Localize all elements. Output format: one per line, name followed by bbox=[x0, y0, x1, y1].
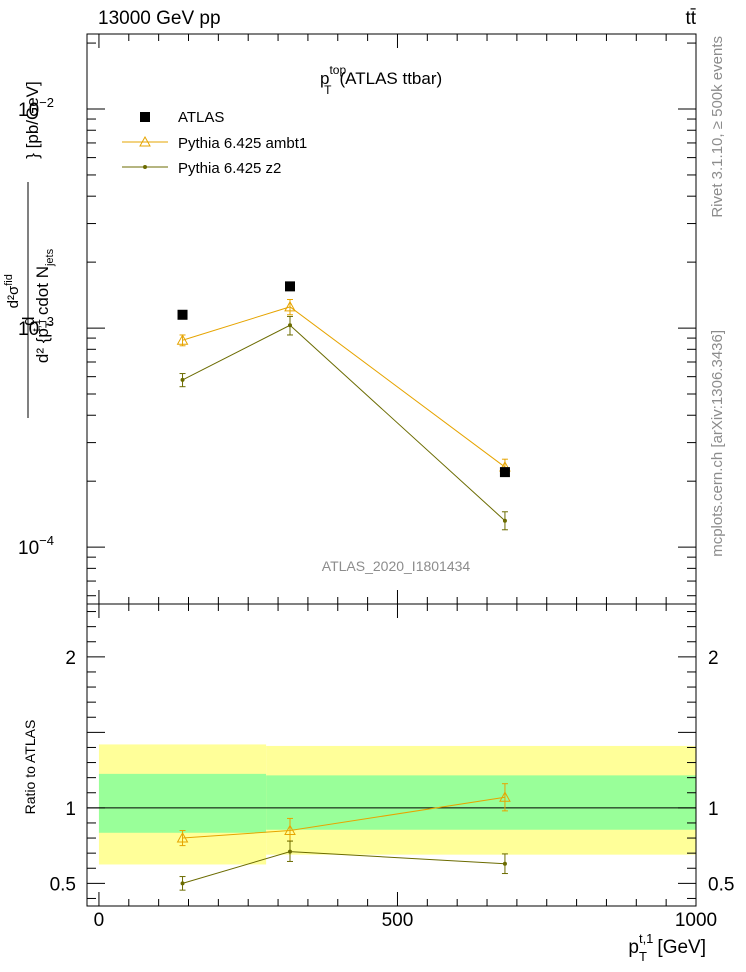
main-z2-line bbox=[182, 324, 506, 522]
ratio-y-tick-label-right: 0.5 bbox=[708, 874, 734, 895]
analysis-watermark: ATLAS_2020_I1801434 bbox=[322, 558, 471, 574]
main-atlas-point bbox=[499, 467, 510, 478]
main-ambt1-point bbox=[176, 334, 189, 345]
rivet-label: Rivet 3.1.10, ≥ 500k events bbox=[709, 36, 726, 218]
main-data bbox=[176, 281, 511, 531]
plot-title: ptop T(ATLAS ttbar) bbox=[320, 63, 442, 97]
ratio-z2-point bbox=[288, 849, 292, 854]
main-atlas-point bbox=[285, 281, 295, 292]
svg-text:d² {pTt,1cdot Njets: d² {pTt,1cdot Njets bbox=[31, 248, 56, 363]
main-y-tick-label: 10−2 bbox=[18, 95, 54, 121]
ratio-y-axis-label: Ratio to ATLAS bbox=[22, 720, 38, 815]
ratio-z2-point bbox=[180, 881, 185, 886]
legend-label-atlas: ATLAS bbox=[178, 109, 224, 126]
header-left: 13000 GeV pp bbox=[98, 8, 221, 29]
ratio-bands bbox=[87, 744, 696, 865]
svg-text:} [pb/GeV]: } [pb/GeV] bbox=[23, 81, 42, 159]
ratio-y-tick-label: 2 bbox=[65, 648, 76, 669]
ratio-ambt1-point bbox=[284, 824, 296, 835]
legend-label-ambt1: Pythia 6.425 ambt1 bbox=[178, 135, 307, 152]
main-y-axis-label: dd²σfid d² {pTt,1cdot Njets } [pb/GeV] bbox=[3, 81, 56, 418]
main-ambt1-line bbox=[182, 306, 506, 468]
main-z2-point bbox=[180, 377, 185, 382]
main-z2-point bbox=[502, 518, 507, 523]
legend-label-z2: Pythia 6.425 z2 bbox=[178, 160, 281, 177]
legend-marker-z2 bbox=[143, 165, 147, 169]
legend-marker-atlas bbox=[140, 112, 150, 122]
x-tick-label: 1000 bbox=[675, 910, 717, 931]
ratio-frame bbox=[86, 603, 697, 907]
ratio-ambt1-point bbox=[176, 832, 189, 843]
ratio-y-tick-label: 1 bbox=[65, 799, 76, 820]
main-z2-point bbox=[288, 323, 292, 328]
ratio-band-inner bbox=[266, 775, 696, 830]
ratio-band-inner bbox=[98, 773, 267, 833]
ratio-data bbox=[176, 783, 511, 891]
ratio-ambt1-point bbox=[499, 791, 511, 802]
main-axes: 10−2 10−3 10−4 bbox=[18, 33, 697, 605]
x-axis-label: pTt,1 [GeV] bbox=[628, 931, 706, 964]
main-atlas-point bbox=[177, 309, 188, 320]
legend: ATLAS Pythia 6.425 ambt1 Pythia 6.425 z2 bbox=[122, 109, 307, 177]
ratio-y-tick-label-right: 2 bbox=[708, 648, 719, 669]
mcplots-label: mcplots.cern.ch [arXiv:1306.3436] bbox=[709, 330, 726, 557]
x-tick-label: 500 bbox=[382, 910, 414, 931]
ratio-y-tick-label-right: 1 bbox=[708, 799, 719, 820]
header-right: tt̄ bbox=[685, 8, 696, 29]
legend-marker-ambt1 bbox=[139, 135, 151, 147]
main-y-tick-label: 10−3 bbox=[18, 314, 54, 340]
ratio-y-tick-label: 0.5 bbox=[50, 874, 76, 895]
ratio-z2-point bbox=[502, 861, 507, 866]
main-y-tick-label: 10−4 bbox=[18, 533, 54, 559]
main-ambt1-point bbox=[284, 300, 296, 312]
ratio-axes: 0 500 1000 0.5 0.5 1 1 2 2 bbox=[50, 603, 734, 931]
x-tick-label: 0 bbox=[94, 910, 105, 931]
